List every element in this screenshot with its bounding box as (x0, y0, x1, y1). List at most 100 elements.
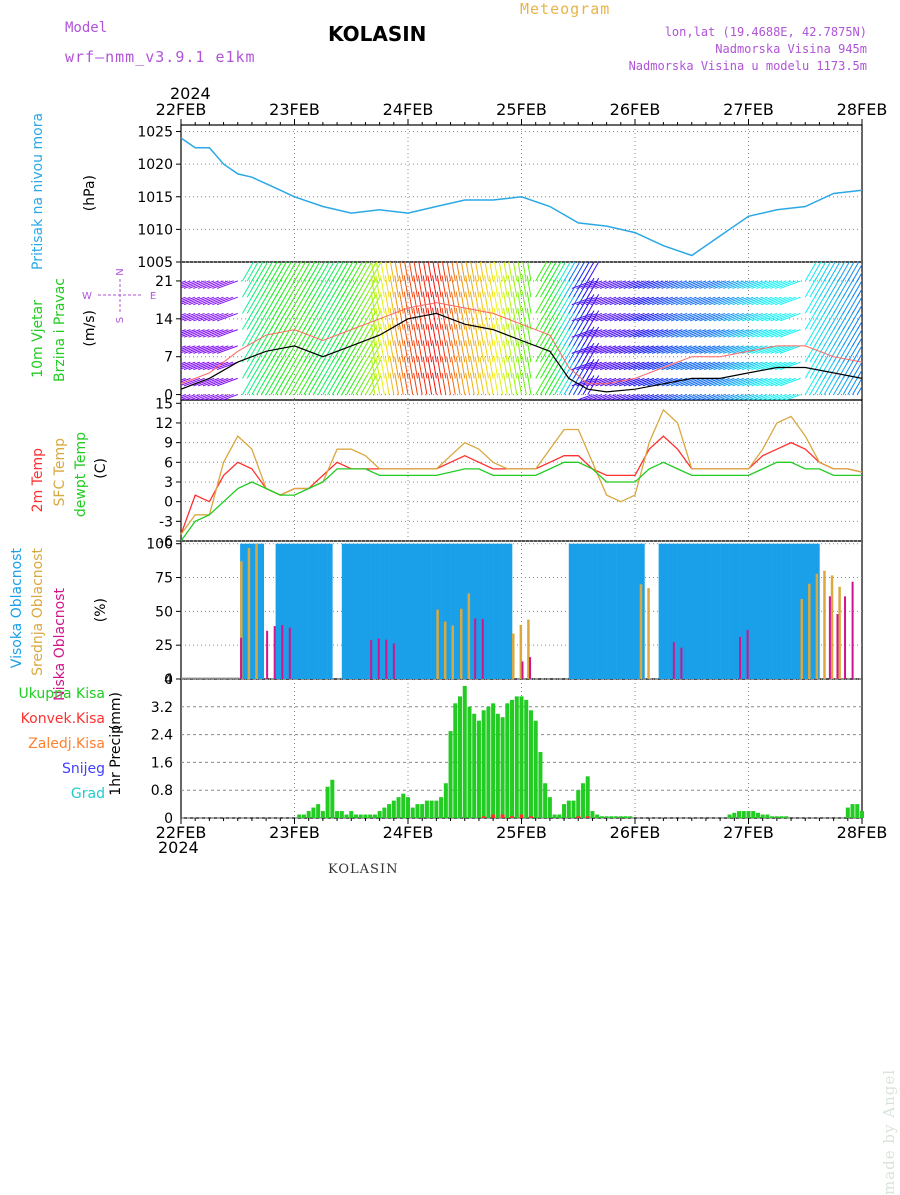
cloud-bar-0 (776, 543, 782, 679)
precip-bar (401, 793, 406, 818)
wind-barb (450, 324, 456, 346)
wind-barb (322, 375, 335, 395)
wind-barb (403, 307, 409, 330)
wind-barb (604, 361, 626, 371)
footer-station: KOLASIN (328, 862, 399, 877)
wind-barb (727, 361, 749, 371)
wind-barb (544, 359, 557, 379)
wind-barb (539, 359, 552, 379)
wind-barb (737, 329, 759, 338)
wind-barb (746, 280, 768, 289)
cloud-bar-0 (805, 543, 811, 679)
convective-precip-bar (519, 814, 524, 818)
wind-barb (469, 275, 475, 298)
wind-barb (422, 291, 428, 314)
wind-barb (246, 326, 259, 347)
wind-barb (181, 296, 186, 300)
cloud-bar-0 (734, 543, 740, 679)
wind-barb (251, 359, 264, 379)
wind-barb (558, 277, 571, 298)
wind-barb (404, 262, 409, 282)
wind-barb (661, 312, 683, 322)
cloud-bar-1 (436, 609, 439, 679)
precip-bar (443, 783, 448, 818)
cloud-bar-0 (294, 543, 300, 679)
wind-barb (651, 345, 674, 354)
wind-barb (708, 394, 726, 400)
wind-barb (312, 375, 325, 395)
wind-barb (590, 296, 612, 306)
wind-barb (599, 296, 621, 306)
wind-barb (188, 329, 210, 338)
precip-bar (765, 814, 770, 818)
wind-barb (441, 291, 447, 314)
y-tick-label: 15 (155, 396, 173, 412)
wind-barb (455, 372, 461, 395)
wind-barb (216, 280, 238, 289)
wind-barb (713, 312, 735, 322)
wind-barb (181, 296, 201, 305)
wind-barb (809, 262, 822, 282)
convective-precip-bar (481, 816, 486, 818)
wind-barb (279, 375, 292, 395)
y-tick-label: 0 (164, 495, 173, 511)
y-tick-label: -3 (159, 514, 173, 530)
wind-barb (704, 296, 726, 306)
wind-barb (275, 262, 288, 282)
wind-barb (265, 310, 278, 330)
wind-barb (289, 326, 302, 347)
wind-barb (384, 372, 390, 395)
wind-barb (689, 329, 711, 338)
wind-barb (246, 342, 259, 363)
y-tick-label: 9 (164, 436, 173, 452)
wind-barb (554, 326, 567, 347)
wind-barb (819, 277, 831, 298)
wind-barb (365, 342, 377, 363)
wind-barb (722, 329, 744, 338)
wind-barb (746, 329, 768, 338)
wind-barb (398, 356, 404, 379)
wind-barb (595, 312, 617, 322)
wind-barb (207, 345, 229, 354)
cloud-bar-0 (455, 543, 461, 679)
wind-barb (563, 294, 576, 314)
wind-barb (181, 280, 201, 289)
wind-barb (341, 375, 354, 395)
wind-barb (708, 296, 730, 306)
wind-barb (427, 372, 433, 395)
precip-bar (528, 710, 533, 818)
wind-barb (628, 296, 650, 306)
wind-barb (216, 361, 238, 371)
wind-barb (202, 394, 220, 400)
wind-barb (181, 394, 196, 400)
cloud-bar-0 (464, 543, 470, 679)
wind-barb (689, 394, 707, 400)
wind-barb (346, 375, 358, 395)
wind-barb (360, 375, 373, 395)
wind-barb (741, 394, 759, 400)
wind-barb (670, 329, 692, 338)
wind-barb (581, 280, 603, 289)
wind-barb (526, 324, 532, 346)
wind-barb (360, 342, 373, 363)
temp-line-0 (180, 435, 863, 535)
wind-barb (181, 345, 196, 352)
wind-barb (298, 342, 311, 363)
wind-barb (694, 296, 716, 306)
wind-barb (779, 361, 801, 371)
wind-barb (670, 280, 692, 289)
y-tick-label: 1015 (137, 190, 173, 206)
precip-bar (358, 814, 363, 818)
wind-barb (828, 375, 841, 395)
wind-barb (651, 394, 669, 400)
wind-barb (760, 394, 778, 400)
wind-barb (423, 262, 428, 282)
wind-barb (279, 310, 292, 330)
cloud-bar-0 (318, 543, 324, 679)
precip-bar (576, 790, 581, 818)
wind-barb (465, 291, 470, 314)
wind-barb (571, 296, 593, 306)
wind-barb (298, 294, 311, 314)
wind-barb (375, 275, 381, 298)
wind-barb (756, 280, 778, 289)
